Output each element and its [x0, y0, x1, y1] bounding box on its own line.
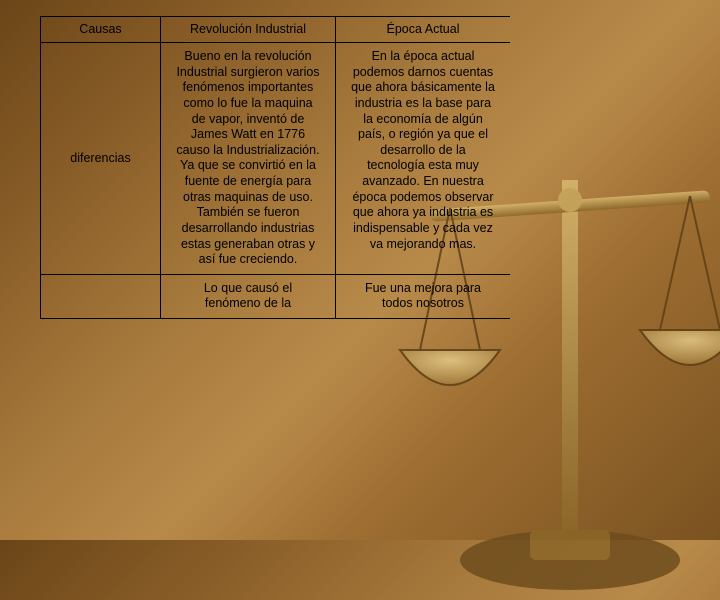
row-label-empty: [41, 274, 161, 318]
comparison-table-container: Causas Revolución Industrial Época Actua…: [40, 16, 510, 540]
col-header-causas: Causas: [41, 17, 161, 43]
table-row: diferencias Bueno en la revolución Indus…: [41, 43, 511, 275]
cell-text: Bueno en la revolución Industrial surgie…: [167, 47, 329, 270]
cell-revolucion-2: Lo que causó el fenómeno de la: [161, 274, 336, 318]
cell-revolucion-diferencias: Bueno en la revolución Industrial surgie…: [161, 43, 336, 275]
comparison-table: Causas Revolución Industrial Época Actua…: [40, 16, 510, 319]
row-label-diferencias: diferencias: [41, 43, 161, 275]
cell-text: En la época actual podemos darnos cuenta…: [342, 47, 504, 254]
cell-epoca-diferencias: En la época actual podemos darnos cuenta…: [336, 43, 511, 275]
cell-epoca-2: Fue una mejora para todos nosotros: [336, 274, 511, 318]
col-header-revolucion: Revolución Industrial: [161, 17, 336, 43]
cell-text: Lo que causó el fenómeno de la: [167, 279, 329, 314]
col-header-epoca: Época Actual: [336, 17, 511, 43]
table-row: Lo que causó el fenómeno de la Fue una m…: [41, 274, 511, 318]
cell-text: Fue una mejora para todos nosotros: [342, 279, 504, 314]
table-header-row: Causas Revolución Industrial Época Actua…: [41, 17, 511, 43]
